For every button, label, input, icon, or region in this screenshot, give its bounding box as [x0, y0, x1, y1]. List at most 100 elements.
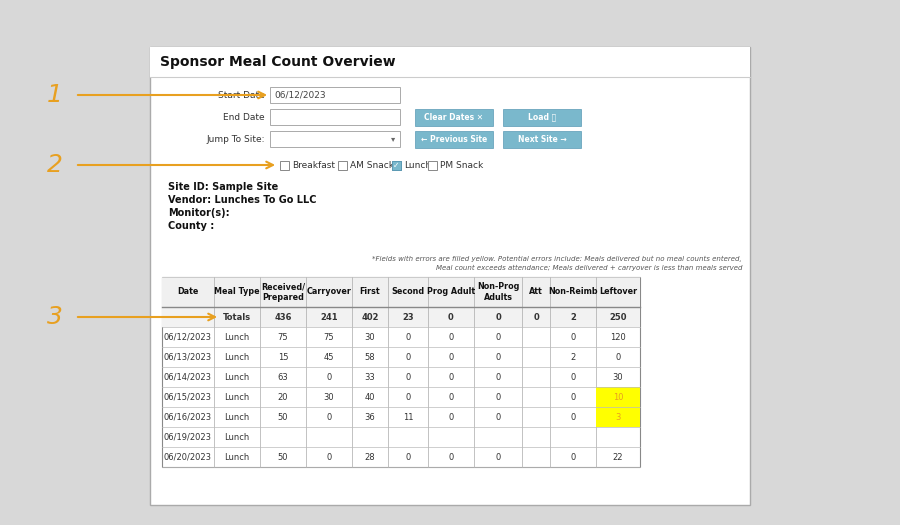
Text: Lunch: Lunch	[224, 453, 249, 461]
Text: *Fields with errors are filled yellow. Potential errors include: Meals delivered: *Fields with errors are filled yellow. P…	[373, 256, 742, 262]
Text: 45: 45	[324, 352, 334, 362]
Text: Lunch: Lunch	[224, 352, 249, 362]
Text: Lunch: Lunch	[224, 413, 249, 422]
Text: Clear Dates ✕: Clear Dates ✕	[425, 112, 483, 121]
Text: 0: 0	[448, 332, 454, 341]
Text: PM Snack: PM Snack	[440, 161, 483, 170]
Text: 0: 0	[571, 393, 576, 402]
Bar	[162, 277, 640, 307]
Bar	[596, 407, 640, 427]
Text: 10: 10	[613, 393, 623, 402]
Text: Jump To Site:: Jump To Site:	[206, 134, 265, 143]
Text: County :: County :	[168, 221, 214, 231]
Text: 0: 0	[571, 332, 576, 341]
Text: 0: 0	[533, 312, 539, 321]
Bar	[596, 387, 640, 407]
Text: 06/14/2023: 06/14/2023	[164, 373, 212, 382]
Text: 0: 0	[495, 373, 500, 382]
Text: 250: 250	[609, 312, 626, 321]
Bar	[280, 161, 289, 170]
Text: 28: 28	[364, 453, 375, 461]
Text: Lunch: Lunch	[404, 161, 431, 170]
Text: 0: 0	[495, 453, 500, 461]
Text: 0: 0	[405, 332, 410, 341]
Text: 58: 58	[364, 352, 375, 362]
Text: Lunch: Lunch	[224, 373, 249, 382]
Bar	[150, 47, 750, 505]
Text: Received/
Prepared: Received/ Prepared	[261, 282, 305, 302]
Text: Lunch: Lunch	[224, 393, 249, 402]
Text: 06/20/2023: 06/20/2023	[164, 453, 212, 461]
Text: Att: Att	[529, 288, 543, 297]
Bar	[392, 161, 401, 170]
Text: 06/12/2023: 06/12/2023	[164, 332, 212, 341]
Text: Carryover: Carryover	[307, 288, 351, 297]
Text: Second: Second	[392, 288, 425, 297]
Text: Meal count exceeds attendance; Meals delivered + carryover is less than meals se: Meal count exceeds attendance; Meals del…	[436, 265, 742, 271]
Text: 30: 30	[613, 373, 624, 382]
Text: 0: 0	[405, 373, 410, 382]
Text: 0: 0	[616, 352, 621, 362]
Text: 0: 0	[495, 393, 500, 402]
Text: Vendor: Lunches To Go LLC: Vendor: Lunches To Go LLC	[168, 195, 317, 205]
Text: Sponsor Meal Count Overview: Sponsor Meal Count Overview	[160, 55, 396, 69]
Text: 0: 0	[448, 373, 454, 382]
Text: 0: 0	[448, 413, 454, 422]
Text: End Date: End Date	[223, 112, 265, 121]
Text: 75: 75	[324, 332, 334, 341]
Bar	[338, 161, 347, 170]
Bar	[270, 87, 400, 103]
Text: 0: 0	[495, 332, 500, 341]
Text: Next Site →: Next Site →	[518, 134, 566, 143]
Text: 11: 11	[403, 413, 413, 422]
Text: AM Snack: AM Snack	[350, 161, 394, 170]
Text: Meal Type: Meal Type	[214, 288, 260, 297]
Bar	[392, 161, 401, 170]
Bar	[428, 161, 437, 170]
Text: 0: 0	[571, 413, 576, 422]
Text: 3: 3	[616, 413, 621, 422]
Text: 0: 0	[405, 453, 410, 461]
Text: 0: 0	[448, 453, 454, 461]
Text: Lunch: Lunch	[224, 433, 249, 442]
Text: 06/19/2023: 06/19/2023	[164, 433, 212, 442]
Text: Start Date: Start Date	[218, 90, 265, 100]
Text: First: First	[360, 288, 381, 297]
Text: Prog Adult: Prog Adult	[427, 288, 475, 297]
Text: 0: 0	[327, 413, 331, 422]
Text: 50: 50	[278, 413, 288, 422]
Text: 23: 23	[402, 312, 414, 321]
Text: 0: 0	[327, 453, 331, 461]
Text: ← Previous Site: ← Previous Site	[421, 134, 487, 143]
Bar	[270, 131, 400, 147]
Text: 20: 20	[278, 393, 288, 402]
Text: 0: 0	[448, 312, 454, 321]
Text: Totals: Totals	[223, 312, 251, 321]
Text: 33: 33	[364, 373, 375, 382]
Text: Date: Date	[177, 288, 199, 297]
Text: 2: 2	[47, 153, 63, 177]
Bar	[150, 47, 750, 77]
Text: 0: 0	[327, 373, 331, 382]
Text: 06/12/2023: 06/12/2023	[274, 90, 326, 100]
Text: 3: 3	[47, 305, 63, 329]
Text: ✓: ✓	[393, 161, 400, 170]
Bar	[270, 109, 400, 125]
Text: 22: 22	[613, 453, 623, 461]
Text: 120: 120	[610, 332, 626, 341]
Bar	[503, 131, 581, 148]
Text: 0: 0	[448, 352, 454, 362]
Bar	[415, 109, 493, 125]
Text: 0: 0	[495, 352, 500, 362]
Text: 402: 402	[361, 312, 379, 321]
Text: 0: 0	[571, 453, 576, 461]
Text: Leftover: Leftover	[598, 288, 637, 297]
Bar	[503, 109, 581, 125]
Text: 75: 75	[278, 332, 288, 341]
Text: 30: 30	[324, 393, 334, 402]
Text: 06/15/2023: 06/15/2023	[164, 393, 212, 402]
Text: Monitor(s):: Monitor(s):	[168, 208, 230, 218]
Text: 1: 1	[47, 83, 63, 107]
Text: 50: 50	[278, 453, 288, 461]
Text: 06/13/2023: 06/13/2023	[164, 352, 212, 362]
